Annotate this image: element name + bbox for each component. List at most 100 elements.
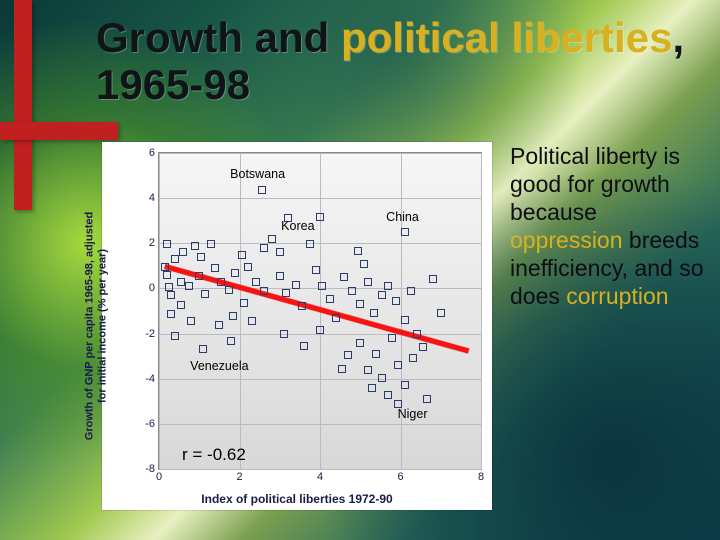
gridline-v	[481, 153, 482, 469]
data-point	[384, 282, 392, 290]
callout-label: China	[386, 210, 419, 224]
data-point	[240, 299, 248, 307]
ytick-label: -4	[145, 373, 155, 385]
callout-label: Botswana	[230, 167, 285, 181]
body-highlight-2: corruption	[566, 283, 668, 309]
data-point	[332, 314, 340, 322]
data-point	[316, 213, 324, 221]
data-point	[392, 297, 400, 305]
accent-cross	[0, 0, 110, 180]
trend-line	[164, 265, 469, 354]
ytick-label: 4	[149, 192, 155, 204]
data-point	[318, 282, 326, 290]
data-point	[199, 345, 207, 353]
data-point	[229, 312, 237, 320]
data-point	[248, 317, 256, 325]
data-point	[201, 290, 209, 298]
xtick-label: 4	[317, 471, 323, 483]
data-point	[163, 271, 171, 279]
data-point	[306, 240, 314, 248]
data-point	[401, 381, 409, 389]
data-point	[231, 269, 239, 277]
ytick-label: 6	[149, 147, 155, 159]
data-point	[348, 287, 356, 295]
data-point	[312, 266, 320, 274]
data-point	[171, 332, 179, 340]
data-point	[372, 350, 380, 358]
data-point	[429, 275, 437, 283]
data-point	[167, 291, 175, 299]
data-point	[171, 255, 179, 263]
data-point	[407, 287, 415, 295]
data-point	[268, 235, 276, 243]
data-point	[276, 248, 284, 256]
data-point	[360, 260, 368, 268]
data-point	[167, 310, 175, 318]
gridline-v	[401, 153, 402, 469]
gridline-v	[159, 153, 160, 469]
data-point	[423, 395, 431, 403]
data-point	[207, 240, 215, 248]
data-point	[316, 326, 324, 334]
data-point	[282, 289, 290, 297]
ytick-label: 2	[149, 237, 155, 249]
xtick-label: 6	[397, 471, 403, 483]
data-point	[298, 302, 306, 310]
data-point	[364, 278, 372, 286]
gridline-h	[159, 469, 481, 470]
data-point	[163, 240, 171, 248]
data-point	[356, 300, 364, 308]
ytick-label: -8	[145, 463, 155, 475]
data-point	[413, 330, 421, 338]
data-point	[326, 295, 334, 303]
data-point	[244, 263, 252, 271]
data-point	[258, 186, 266, 194]
data-point	[187, 317, 195, 325]
y-axis-label-line1: Growth of GNP per capita 1965-98, adjust…	[83, 212, 95, 440]
data-point	[197, 253, 205, 261]
ytick-label: -6	[145, 418, 155, 430]
data-point	[225, 286, 233, 294]
data-point	[368, 384, 376, 392]
callout-label: Venezuela	[190, 359, 248, 373]
xtick-label: 0	[156, 471, 162, 483]
xtick-label: 8	[478, 471, 484, 483]
callout-label: Niger	[398, 407, 428, 421]
title-pre: Growth and	[96, 14, 341, 61]
data-point	[437, 309, 445, 317]
data-point	[276, 272, 284, 280]
data-point	[260, 287, 268, 295]
title-highlight: political liberties	[341, 14, 672, 61]
ytick-label: -2	[145, 328, 155, 340]
data-point	[419, 343, 427, 351]
xtick-label: 2	[236, 471, 242, 483]
data-point	[388, 334, 396, 342]
data-point	[401, 228, 409, 236]
data-point	[211, 264, 219, 272]
data-point	[227, 337, 235, 345]
data-point	[354, 247, 362, 255]
data-point	[177, 278, 185, 286]
data-point	[165, 283, 173, 291]
data-point	[378, 374, 386, 382]
data-point	[179, 248, 187, 256]
data-point	[215, 321, 223, 329]
x-axis-label: Index of political liberties 1972-90	[102, 492, 492, 506]
data-point	[252, 278, 260, 286]
data-point	[378, 291, 386, 299]
correlation-stat: r = -0.62	[182, 445, 246, 465]
body-highlight-1: oppression	[510, 227, 623, 253]
data-point	[191, 242, 199, 250]
data-point	[195, 272, 203, 280]
data-point	[384, 391, 392, 399]
data-point	[185, 282, 193, 290]
data-point	[217, 278, 225, 286]
data-point	[292, 281, 300, 289]
data-point	[280, 330, 288, 338]
ytick-label: 0	[149, 282, 155, 294]
scatter-plot: -8-6-4-2024602468BotswanaKoreaChinaVenez…	[158, 152, 482, 470]
data-point	[260, 244, 268, 252]
callout-label: Korea	[281, 219, 314, 233]
data-point	[364, 366, 372, 374]
gridline-v	[240, 153, 241, 469]
